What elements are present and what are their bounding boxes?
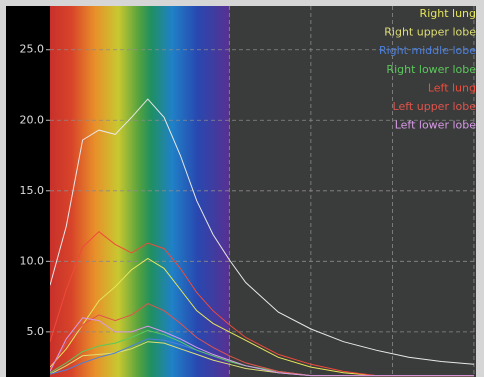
y-tick-label: 20.0 bbox=[20, 113, 45, 126]
spectrum-band bbox=[50, 6, 230, 377]
legend-label: Right lower lobe bbox=[386, 63, 476, 76]
y-tick-label: 5.0 bbox=[27, 325, 45, 338]
page: 5.0 10.0 15.0 20.0 25.0 Right lung Right upper… bbox=[0, 0, 484, 377]
legend-label: Left upper lobe bbox=[393, 100, 477, 113]
chart: 5.0 10.0 15.0 20.0 25.0 Right lung Right upper… bbox=[0, 0, 484, 377]
legend-label: Left lower lobe bbox=[395, 119, 477, 132]
legend-label: Right lung bbox=[420, 7, 476, 20]
legend-label: Right upper lobe bbox=[384, 26, 476, 39]
y-tick-label: 15.0 bbox=[20, 184, 45, 197]
legend-label: Left lung bbox=[428, 81, 476, 94]
y-tick-label: 10.0 bbox=[20, 254, 45, 267]
y-tick-label: 25.0 bbox=[20, 43, 45, 56]
legend-label: Right middle lobe bbox=[379, 44, 476, 57]
